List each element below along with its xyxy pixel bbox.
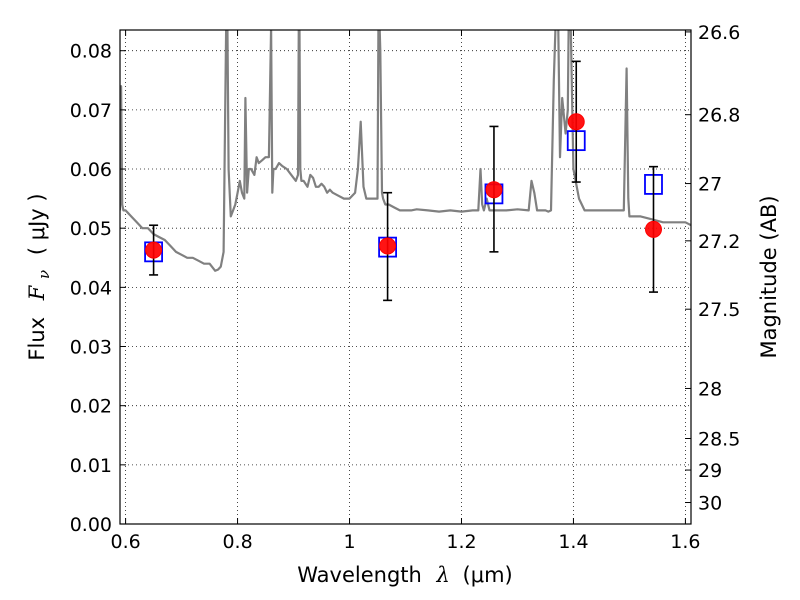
y2-tick-label: 30 [698, 493, 722, 515]
x-axis-label: Wavelength λ (μm) [297, 563, 512, 587]
y2-tick-label: 28 [698, 378, 722, 400]
ticks: 0.6 0.8 1 1.2 1.4 1.6 0.00 0.01 0.02 0.03 0.04 0.05… [70, 22, 741, 553]
y-tick-label: 0.01 [70, 455, 112, 477]
y-tick-label: 0.07 [70, 100, 112, 122]
model-spectrum-line [120, 30, 691, 272]
y-tick-label: 0.08 [70, 41, 112, 63]
x-tick-label: 1.6 [670, 531, 700, 553]
observed-flux-point [145, 241, 163, 259]
x-tick-label: 1.2 [446, 531, 476, 553]
x-tick-label: 0.8 [222, 531, 252, 553]
y2-tick-label: 27.2 [698, 231, 740, 253]
y-tick-label: 0.00 [70, 514, 112, 536]
y2-tick-label: 27 [698, 174, 722, 196]
y2-tick-label: 29 [698, 460, 722, 482]
observed-flux-point [379, 237, 397, 255]
x-tick-label: 1 [343, 531, 355, 553]
y-tick-label: 0.04 [70, 277, 112, 299]
y-tick-label: 0.06 [70, 159, 112, 181]
y-tick-label: 0.03 [70, 337, 112, 359]
y-axis-label: Flux F ν ( μJy ) [25, 193, 54, 360]
grid [120, 30, 691, 525]
y-tick-label: 0.05 [70, 218, 112, 240]
y2-tick-label: 26.6 [698, 22, 740, 44]
y2-axis-label: Magnitude (AB) [757, 195, 781, 358]
y2-tick-label: 26.8 [698, 105, 740, 127]
y-tick-label: 0.02 [70, 396, 112, 418]
y2-tick-label: 28.5 [698, 428, 740, 450]
observed-flux-point [644, 220, 662, 238]
y2-tick-label: 27.5 [698, 299, 740, 321]
data-layer [120, 30, 691, 302]
observed-flux-point [567, 113, 585, 131]
x-tick-label: 0.6 [110, 531, 140, 553]
observed-flux-point [485, 181, 503, 199]
x-tick-label: 1.4 [558, 531, 588, 553]
plot-frame [119, 29, 692, 525]
